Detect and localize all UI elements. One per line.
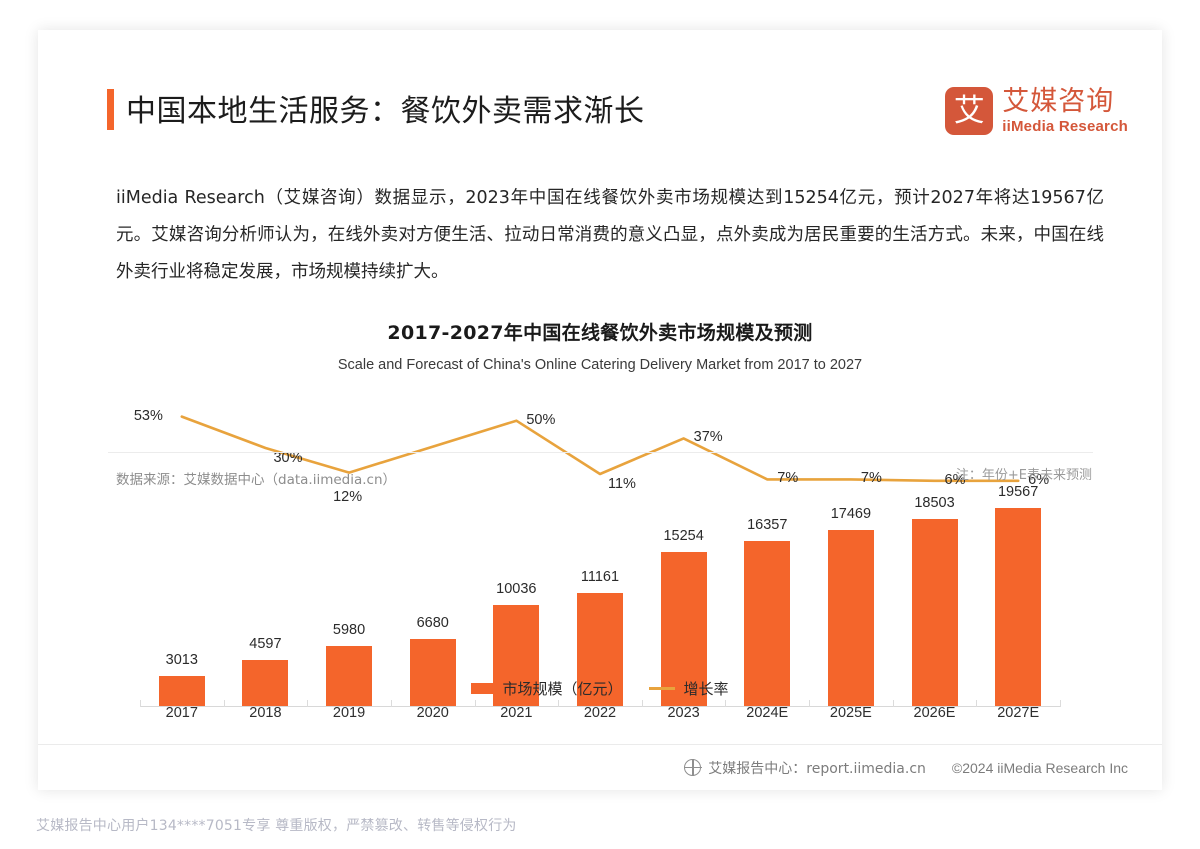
x-axis-label: 2023 [667,705,700,721]
legend-label-market-size: 市场规模（亿元） [502,680,623,698]
bar[interactable] [409,638,456,706]
plot-area: 3013 2017 4597 2018 5980 2019 6680 2020 10036 202… [134,397,1061,721]
chart-title: 2017-2027年中国在线餐饮外卖市场规模及预测 [387,322,813,344]
bar[interactable] [158,675,205,706]
bar[interactable] [911,519,958,706]
x-axis-label: 2018 [249,705,282,721]
bar-group: 10036 [475,406,559,706]
bar-group: 15254 [642,406,726,706]
data-source: 数据来源：艾媒数据中心（data.iimedia.cn） [116,472,397,488]
bar-group: 6680 [391,406,475,706]
bar-group: 16357 [725,406,809,706]
growth-rate-label: 30% [273,450,303,466]
growth-rate-label: 7% [860,470,882,487]
footer-bar: 艾媒报告中心：report.iimedia.cn ©2024 iiMedia R… [38,744,1162,790]
chart-subtitle: Scale and Forecast of China's Online Cat… [337,357,863,373]
growth-rate-label: 12% [333,488,363,505]
x-axis-tick [558,700,560,707]
bar-group: 18503 [893,406,977,706]
bar-value-label: 17469 [830,505,872,522]
report-center-label: 艾媒报告中心：report.iimedia.cn [708,760,926,777]
report-card: 中国本地生活服务：餐饮外卖需求渐长 艾 艾媒咨询 iiMedia Researc… [38,30,1162,790]
logo-name-en: iiMedia Research [1002,118,1128,135]
bar[interactable] [827,529,874,706]
bar-group: 3013 [140,406,224,706]
legend-item-growth-rate[interactable]: 增长率 [648,678,729,699]
x-axis-tick [307,700,309,707]
x-axis-tick [976,700,978,707]
growth-rate-label: 11% [608,475,636,492]
logo-text: 艾媒咨询 iiMedia Research [1002,88,1128,134]
chart-legend: 市场规模（亿元） 增长率 [38,678,1162,699]
x-axis-label: 2021 [500,705,533,721]
x-axis-label: 2025E [829,705,872,721]
card-header: 中国本地生活服务：餐饮外卖需求渐长 艾 艾媒咨询 iiMedia Researc… [38,30,1162,148]
bar-value-label: 19567 [997,484,1039,501]
x-axis-label: 2020 [416,705,449,721]
growth-rate-label: 6% [1028,471,1050,488]
bar-value-label: 6680 [416,614,449,631]
legend-label-growth-rate: 增长率 [683,680,729,698]
bar-group: 17469 [809,406,893,706]
x-axis-tick [1060,700,1061,707]
bar-value-label: 10036 [496,580,537,597]
x-axis-tick [641,700,643,707]
bar-group: 4597 [224,406,308,706]
x-axis-label: 2027E [997,705,1040,721]
x-axis-tick [809,700,811,707]
x-axis-tick [223,700,225,707]
x-axis-tick [474,700,476,707]
line-swatch-icon [648,687,675,690]
x-axis-line [140,706,1060,707]
bar-swatch-icon [471,683,494,694]
growth-rate-label: 6% [944,471,966,488]
bar[interactable] [660,552,707,706]
bar[interactable] [576,593,623,706]
x-axis-tick [725,700,727,707]
bar[interactable] [995,508,1042,706]
x-axis-label: 2024E [746,705,789,721]
report-center-link[interactable]: 艾媒报告中心：report.iimedia.cn [683,758,926,778]
legend-item-market-size[interactable]: 市场规模（亿元） [471,678,623,699]
user-watermark: 艾媒报告中心用户134****7051专享 尊重版权，严禁篡改、转售等侵权行为 [36,818,517,834]
x-axis-tick [390,700,392,707]
summary-paragraph: iiMedia Research（艾媒咨询）数据显示，2023年中国在线餐饮外卖… [116,188,1104,282]
bar-group: 19567 [976,406,1060,706]
bar[interactable] [493,604,540,706]
x-axis-label: 2026E [913,705,956,721]
bar-value-label: 18503 [914,495,955,512]
bar-value-label: 16357 [747,516,788,533]
footer-divider [108,452,1093,453]
copyright-label: ©2024 iiMedia Research Inc [951,759,1128,776]
page-title: 中国本地生活服务：餐饮外卖需求渐长 [126,95,645,128]
bar[interactable] [744,540,791,706]
growth-rate-label: 37% [693,429,723,446]
x-axis-label: 2019 [332,705,366,721]
x-axis-tick [140,700,141,707]
chart-note: 注：年份+E表未来预测 [955,468,1092,483]
x-axis-label: 2017 [165,705,198,721]
bar-group: 11161 [558,406,642,706]
chart-plot: 3013 2017 4597 2018 5980 2019 6680 2020 10036 202… [100,397,1100,721]
logo-mark-icon: 艾 [945,87,994,135]
title-accent-bar [107,89,114,130]
brand-logo: 艾 艾媒咨询 iiMedia Research [945,87,1128,135]
globe-icon [683,758,702,777]
bar-value-label: 4597 [249,635,282,652]
x-axis-label: 2022 [583,705,617,721]
bar[interactable] [326,645,373,706]
x-axis-tick [892,700,894,707]
bar-value-label: 5980 [332,621,366,638]
bar-group: 5980 [307,406,391,706]
growth-rate-label: 50% [526,411,556,428]
growth-rate-label: 7% [777,470,799,487]
bar-value-label: 15254 [663,528,704,545]
bar-value-label: 3013 [165,651,198,668]
bar-value-label: 11161 [580,569,620,586]
chart-block: 2017-2027年中国在线餐饮外卖市场规模及预测 Scale and Fore… [38,318,1162,721]
bar[interactable] [242,659,289,706]
logo-name-cn: 艾媒咨询 [1002,86,1115,117]
growth-rate-label: 53% [133,407,163,424]
